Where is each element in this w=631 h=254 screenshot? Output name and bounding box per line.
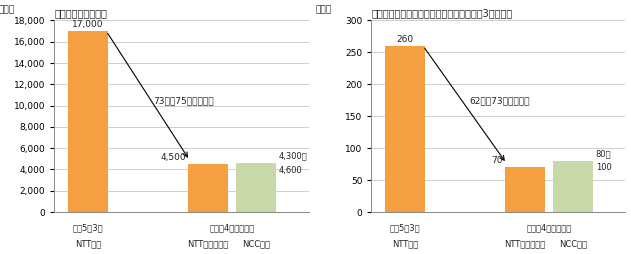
Text: NCC料金: NCC料金 bbox=[242, 239, 270, 248]
Text: NCC料金: NCC料金 bbox=[558, 239, 587, 248]
Bar bbox=[188, 164, 228, 212]
Text: 平戈5年3月: 平戈5年3月 bbox=[73, 224, 103, 233]
Bar bbox=[385, 46, 425, 212]
Text: 100: 100 bbox=[596, 164, 611, 172]
Text: 4,500: 4,500 bbox=[160, 153, 186, 162]
Text: （円）: （円） bbox=[316, 6, 331, 15]
Text: 70: 70 bbox=[491, 156, 503, 165]
Text: 平戈5年3月: 平戈5年3月 bbox=[389, 224, 420, 233]
Text: 260: 260 bbox=[396, 35, 413, 44]
Text: 4,300・: 4,300・ bbox=[279, 152, 307, 161]
Text: 62％～73％の低廉化: 62％～73％の低廉化 bbox=[469, 97, 530, 105]
Bar bbox=[505, 167, 545, 212]
Text: １７年4月１日現在: １７年4月１日現在 bbox=[526, 224, 571, 233]
Text: （円）: （円） bbox=[0, 6, 15, 15]
Bar bbox=[68, 31, 108, 212]
Text: NTT料金: NTT料金 bbox=[392, 239, 418, 248]
Text: 『通話料（携帯－加入電話　県内平日昼間3分間）』: 『通話料（携帯－加入電話 県内平日昼間3分間）』 bbox=[371, 8, 512, 18]
Text: NTTドコモ料金: NTTドコモ料金 bbox=[187, 239, 228, 248]
Text: 73％～75％の低廉化: 73％～75％の低廉化 bbox=[153, 97, 213, 105]
Text: 17,000: 17,000 bbox=[73, 20, 103, 29]
Bar bbox=[553, 161, 593, 212]
Text: NTT料金: NTT料金 bbox=[75, 239, 101, 248]
Text: 『基本料（月額）』: 『基本料（月額）』 bbox=[54, 8, 107, 18]
Bar bbox=[236, 163, 276, 212]
Text: 80・: 80・ bbox=[596, 150, 611, 159]
Text: NTTドコモ料金: NTTドコモ料金 bbox=[504, 239, 545, 248]
Text: 4,600: 4,600 bbox=[279, 166, 303, 174]
Text: １７年4月１日現在: １７年4月１日現在 bbox=[209, 224, 254, 233]
